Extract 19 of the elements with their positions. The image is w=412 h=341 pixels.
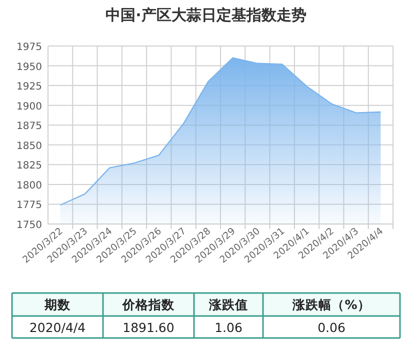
text: 涨跌值 xyxy=(208,297,248,312)
text: 2020/4/4 xyxy=(29,320,86,335)
text: 0.06 xyxy=(318,320,346,335)
y-tick-label: 1800 xyxy=(16,180,42,192)
y-tick-label: 1825 xyxy=(16,160,42,172)
y-tick-label: 1925 xyxy=(16,82,42,93)
y-tick-label: 1750 xyxy=(16,220,42,231)
y-tick-label: 1900 xyxy=(16,101,42,112)
y-tick-label: 1775 xyxy=(16,200,42,212)
chart-title: 中国·产区大蒜日定基指数走势 xyxy=(106,6,306,24)
text: 期数 xyxy=(44,297,72,312)
y-tick-label: 1875 xyxy=(16,121,42,132)
text: 涨跌幅（%） xyxy=(292,297,370,312)
y-tick-label: 1950 xyxy=(16,62,42,73)
text: 1891.60 xyxy=(122,320,174,335)
y-tick-label: 1850 xyxy=(16,140,42,152)
y-tick-label: 1975 xyxy=(16,42,42,53)
text: 价格指数 xyxy=(122,297,176,312)
text: 1.06 xyxy=(214,320,242,335)
